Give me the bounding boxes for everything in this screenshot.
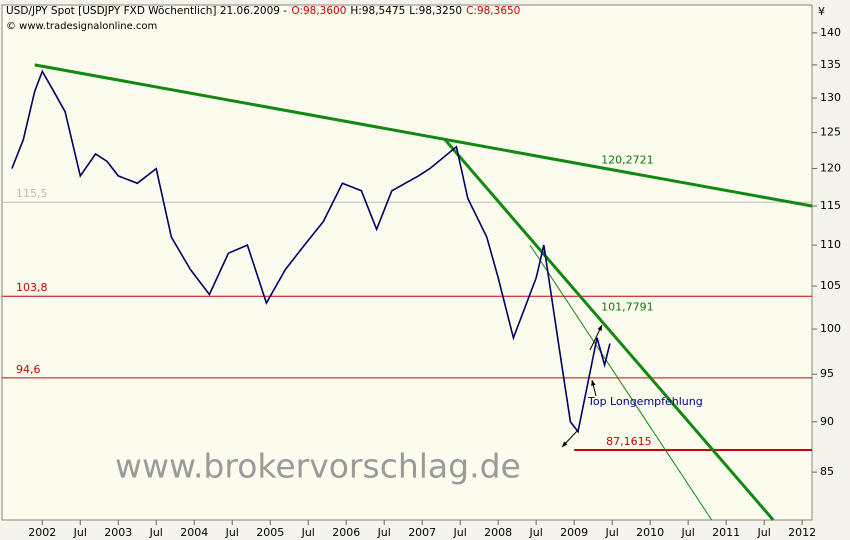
annotation-label: 120,2721	[601, 154, 654, 167]
x-tick-label: Jul	[73, 526, 87, 539]
horizontal-line-label: 87,1615	[606, 435, 652, 448]
plot-area	[1, 4, 813, 521]
y-tick-label: 125	[820, 126, 841, 139]
x-tick-label: Jul	[681, 526, 695, 539]
y-tick-label: 95	[820, 367, 834, 380]
x-tick-label: 2008	[484, 526, 512, 539]
x-tick-label: 2006	[332, 526, 360, 539]
x-tick-label: 2009	[560, 526, 588, 539]
currency-label: ¥	[818, 5, 825, 18]
y-tick-label: 100	[820, 322, 841, 335]
x-tick-label: 2002	[28, 526, 56, 539]
arrow-head	[591, 380, 596, 386]
header-part: C:98,3650	[466, 5, 520, 17]
trendline	[443, 138, 775, 521]
y-tick-label: 130	[820, 91, 841, 104]
x-tick-label: Jul	[225, 526, 239, 539]
y-tick-label: 115	[820, 199, 841, 212]
y-tick-label: 110	[820, 238, 841, 251]
x-tick-label: Jul	[529, 526, 543, 539]
arrow-head	[597, 325, 602, 331]
trendline	[529, 244, 713, 521]
horizontal-line-label: 94,6	[16, 363, 41, 376]
x-tick-label: Jul	[605, 526, 619, 539]
x-tick-label: Jul	[756, 526, 770, 539]
source: © www.tradesignalonline.com	[6, 21, 157, 32]
header-part: USD/JPY Spot [USDJPY FXD Wöchentlich] 21…	[6, 5, 287, 17]
header-part: O:98,3600	[291, 5, 346, 17]
header-part: H:98,5475	[350, 5, 405, 17]
arrow-head	[562, 441, 568, 447]
watermark: www.brokervorschlag.de	[115, 447, 521, 486]
header: USD/JPY Spot [USDJPY FXD Wöchentlich] 21…	[6, 5, 520, 17]
y-tick-label: 90	[820, 415, 834, 428]
x-tick-label: 2011	[712, 526, 740, 539]
horizontal-line-label: 103,8	[16, 281, 48, 294]
y-tick-label: 135	[820, 58, 841, 71]
y-tick-label: 85	[820, 465, 834, 478]
y-tick-label: 120	[820, 162, 841, 175]
header-part: L:98,3250	[409, 5, 462, 17]
annotation-label: 101,7791	[601, 301, 654, 314]
x-tick-label: 2010	[636, 526, 664, 539]
x-tick-label: 2007	[408, 526, 436, 539]
x-tick-label: 2004	[180, 526, 208, 539]
note: Top Longempfehlung	[587, 395, 703, 408]
y-tick-label: 105	[820, 279, 841, 292]
horizontal-line-label: 115,5	[16, 187, 48, 200]
trendline	[34, 63, 813, 208]
x-tick-label: Jul	[377, 526, 391, 539]
y-tick-label: 140	[820, 26, 841, 39]
x-tick-label: 2012	[788, 526, 816, 539]
x-tick-label: 2005	[256, 526, 284, 539]
price-line	[11, 69, 611, 434]
x-tick-label: Jul	[301, 526, 315, 539]
x-tick-label: Jul	[453, 526, 467, 539]
x-tick-label: 2003	[104, 526, 132, 539]
x-tick-label: Jul	[149, 526, 163, 539]
